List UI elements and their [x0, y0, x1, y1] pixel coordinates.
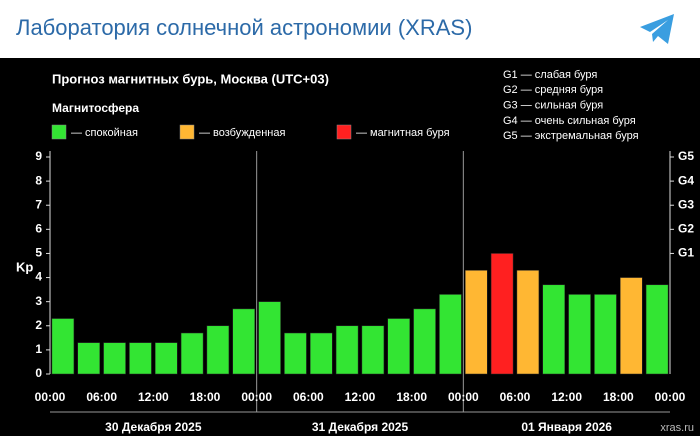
- bar: [51, 318, 75, 375]
- chart-title: Прогноз магнитных бурь, Москва (UTC+03): [52, 71, 329, 86]
- y-axis-label: Kp: [16, 259, 33, 274]
- x-tick-label: 12:00: [345, 390, 376, 404]
- x-tick-label: 06:00: [500, 390, 531, 404]
- legend-swatch: [179, 124, 195, 140]
- y-tick-label: 6: [35, 222, 42, 236]
- legend-swatch: [51, 124, 67, 140]
- legend-label: магнитная буря: [370, 127, 450, 139]
- g-scale-note: G4 — очень сильная буря: [503, 115, 636, 127]
- bar: [490, 253, 514, 375]
- legend-dash: —: [71, 127, 82, 139]
- y-tick-label: 3: [35, 294, 42, 308]
- header-title: Лаборатория солнечной астрономии (XRAS): [16, 15, 472, 40]
- y-tick-label: 4: [35, 270, 42, 284]
- x-tick-label: 00:00: [241, 390, 272, 404]
- telegram-plane: [640, 14, 674, 44]
- bar: [516, 270, 540, 375]
- legend-dash: —: [199, 127, 210, 139]
- x-tick-label: 00:00: [35, 390, 66, 404]
- bar: [361, 325, 385, 375]
- y-tick-label: 0: [35, 366, 42, 380]
- bar: [284, 332, 307, 375]
- telegram-icon[interactable]: [640, 14, 674, 44]
- y-tick-label: 9: [35, 149, 42, 163]
- bar: [542, 284, 565, 375]
- bar: [310, 332, 333, 375]
- bar: [180, 332, 204, 375]
- y-tick-label: 8: [35, 173, 42, 187]
- day-label: 31 Декабря 2025: [312, 420, 409, 434]
- y2-tick-label: G1: [678, 246, 694, 260]
- x-tick-label: 06:00: [86, 390, 117, 404]
- bar: [439, 294, 462, 375]
- header-bar: [0, 0, 700, 58]
- legend-label: спокойная: [85, 127, 138, 139]
- day-label: 30 Декабря 2025: [105, 420, 202, 434]
- y-tick-label: 1: [35, 342, 42, 356]
- y-tick-label: 7: [35, 197, 42, 211]
- bar: [413, 308, 436, 375]
- y-tick-label: 5: [35, 246, 42, 260]
- y2-tick-label: G5: [678, 149, 694, 163]
- y2-tick-label: G2: [678, 222, 694, 236]
- legend-label: возбужденная: [213, 127, 285, 139]
- x-tick-label: 06:00: [293, 390, 324, 404]
- g-scale-note: G5 — экстремальная буря: [503, 130, 639, 142]
- bar: [258, 301, 281, 375]
- legend-dash: —: [356, 127, 367, 139]
- legend-title: Магнитосфера: [52, 101, 139, 115]
- bar: [129, 342, 152, 375]
- g-scale-note: G3 — сильная буря: [503, 100, 603, 112]
- bar: [568, 294, 591, 375]
- x-tick-label: 00:00: [448, 390, 479, 404]
- bar: [77, 342, 100, 375]
- bar: [594, 294, 617, 375]
- bar: [206, 325, 230, 375]
- bar: [465, 270, 488, 375]
- x-tick-label: 18:00: [190, 390, 221, 404]
- bar: [232, 308, 255, 375]
- bar: [620, 277, 643, 375]
- bar: [335, 325, 359, 375]
- y-tick-label: 2: [35, 318, 42, 332]
- y2-tick-label: G4: [678, 173, 694, 187]
- x-tick-label: 00:00: [655, 390, 686, 404]
- x-tick-label: 18:00: [603, 390, 634, 404]
- legend-swatch: [336, 124, 352, 140]
- bar: [645, 284, 669, 375]
- y2-tick-label: G3: [678, 197, 694, 211]
- x-tick-label: 18:00: [396, 390, 427, 404]
- x-tick-label: 12:00: [138, 390, 169, 404]
- bar: [387, 318, 410, 375]
- day-label: 01 Января 2026: [521, 420, 612, 434]
- watermark: xras.ru: [660, 422, 694, 434]
- g-scale-note: G2 — средняя буря: [503, 84, 603, 96]
- g-scale-note: G1 — слабая буря: [503, 69, 597, 81]
- bar: [155, 342, 178, 375]
- bar: [103, 342, 126, 375]
- x-tick-label: 12:00: [551, 390, 582, 404]
